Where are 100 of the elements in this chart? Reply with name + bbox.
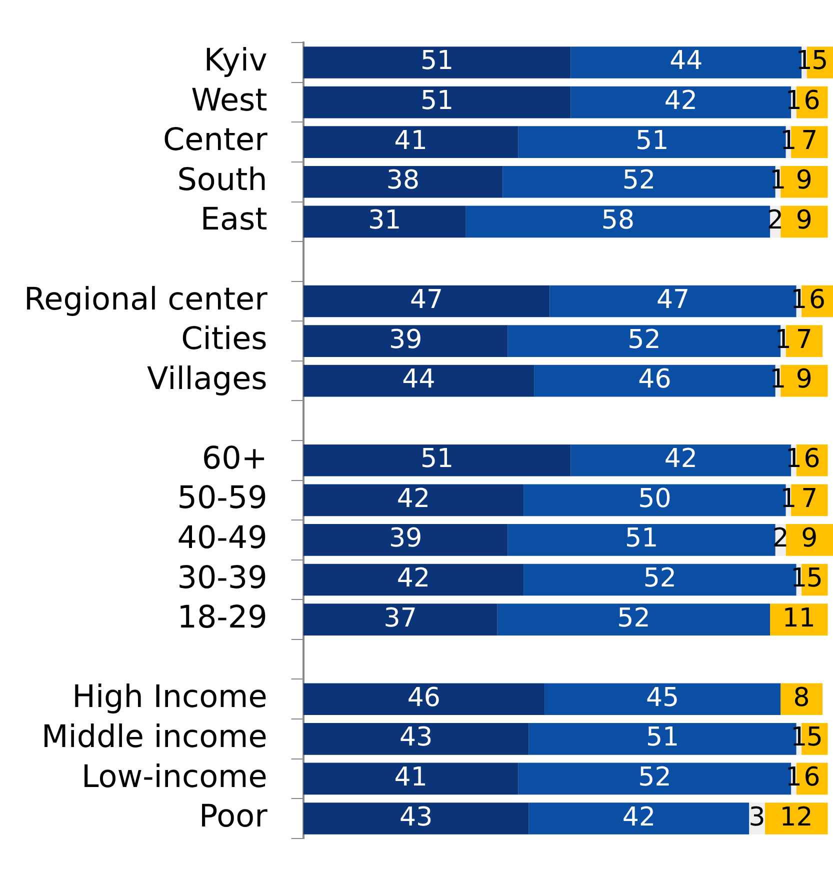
data-label: 51	[646, 722, 680, 753]
y-tick-label: 60+	[202, 440, 268, 476]
data-label: 12	[780, 802, 813, 832]
data-label: 44	[402, 364, 436, 395]
bar	[303, 325, 508, 357]
bar	[303, 46, 571, 78]
data-label: 51	[625, 524, 658, 554]
data-label: 42	[664, 86, 698, 116]
y-tick-label: High Income	[72, 679, 268, 716]
bar	[508, 524, 776, 556]
bar	[303, 126, 518, 158]
y-tick-label: Low-income	[82, 758, 268, 795]
data-label: 45	[646, 682, 680, 713]
data-label: 51	[420, 46, 454, 76]
bar	[303, 762, 518, 795]
data-label: 11	[782, 603, 816, 634]
data-label: 9	[796, 364, 812, 395]
data-label: 42	[622, 802, 656, 832]
data-label: 1	[770, 364, 786, 395]
y-tick-label: Cities	[181, 321, 268, 358]
y-tick-label: Middle income	[42, 718, 268, 755]
data-label: 58	[601, 205, 635, 236]
data-label: 1	[785, 762, 802, 792]
data-label: 46	[407, 682, 440, 713]
data-label: 6	[804, 444, 820, 474]
data-label: 43	[400, 722, 433, 753]
data-label: 41	[394, 762, 428, 792]
bar	[764, 802, 828, 834]
data-label: 52	[638, 762, 672, 792]
data-label: 9	[801, 524, 818, 554]
data-label: 31	[368, 205, 402, 236]
bar	[303, 285, 550, 318]
y-tick-label: West	[191, 82, 268, 118]
data-label: 51	[636, 126, 669, 156]
data-label: 1	[790, 284, 808, 315]
data-label: 39	[389, 324, 422, 355]
data-label: 1	[785, 86, 802, 116]
y-tick-label: 50-59	[177, 480, 268, 516]
data-label: 1	[785, 444, 802, 474]
data-label: 1	[780, 126, 797, 156]
data-label: 1	[770, 166, 786, 196]
bar	[303, 604, 498, 636]
bar	[303, 484, 524, 516]
bar	[303, 206, 466, 238]
data-label: 1	[790, 564, 808, 594]
data-label: 42	[396, 484, 430, 514]
bar	[770, 604, 828, 636]
bar	[786, 524, 833, 556]
y-tick-label: Kyiv	[204, 42, 268, 79]
data-label: 42	[664, 444, 698, 474]
bar	[303, 166, 503, 198]
data-label: 50	[638, 484, 672, 514]
data-label: 6	[804, 86, 820, 116]
data-label: 38	[386, 166, 420, 196]
bar	[780, 206, 828, 238]
data-label: 43	[400, 802, 433, 832]
data-label: 39	[389, 524, 422, 554]
data-label: 5	[806, 722, 823, 753]
y-tick-label: East	[200, 202, 268, 238]
data-label: 9	[796, 166, 812, 196]
y-tick-label: Villages	[147, 360, 268, 397]
data-label: 8	[793, 682, 810, 713]
data-label: 7	[796, 324, 812, 355]
data-label: 1	[774, 324, 792, 355]
data-label: 6	[808, 284, 826, 315]
data-label: 51	[420, 444, 454, 474]
data-label: 47	[656, 284, 690, 315]
bar	[497, 604, 770, 636]
data-label: 5	[806, 564, 823, 594]
data-label: 44	[670, 46, 703, 76]
y-tick-label: Poor	[199, 798, 268, 835]
y-tick-label: Regional center	[24, 281, 268, 318]
bar	[303, 564, 524, 596]
data-label: 6	[804, 762, 820, 792]
bar	[303, 444, 571, 476]
bar	[303, 723, 529, 755]
y-tick-label: Center	[162, 122, 268, 158]
data-label: 7	[801, 484, 818, 514]
data-label: 52	[643, 564, 676, 594]
data-label: 1	[796, 46, 812, 76]
data-label: 3	[748, 802, 766, 832]
data-label: 52	[622, 166, 656, 196]
data-label: 7	[801, 126, 818, 156]
data-label: 1	[790, 722, 808, 753]
y-tick-label: 30-39	[177, 560, 268, 596]
data-label: 51	[420, 86, 454, 116]
data-label: 37	[384, 603, 417, 634]
data-label: 46	[638, 364, 672, 395]
bar	[528, 802, 750, 834]
data-label: 5	[812, 46, 828, 76]
bar	[303, 802, 529, 834]
data-label: 47	[410, 284, 444, 315]
data-label: 1	[780, 484, 797, 514]
data-label: 52	[617, 603, 650, 634]
bar	[303, 364, 534, 397]
data-label: 42	[396, 564, 430, 594]
data-label: 41	[394, 126, 428, 156]
bar	[303, 86, 571, 118]
y-tick-label: 40-49	[177, 520, 268, 556]
bar	[303, 683, 545, 716]
